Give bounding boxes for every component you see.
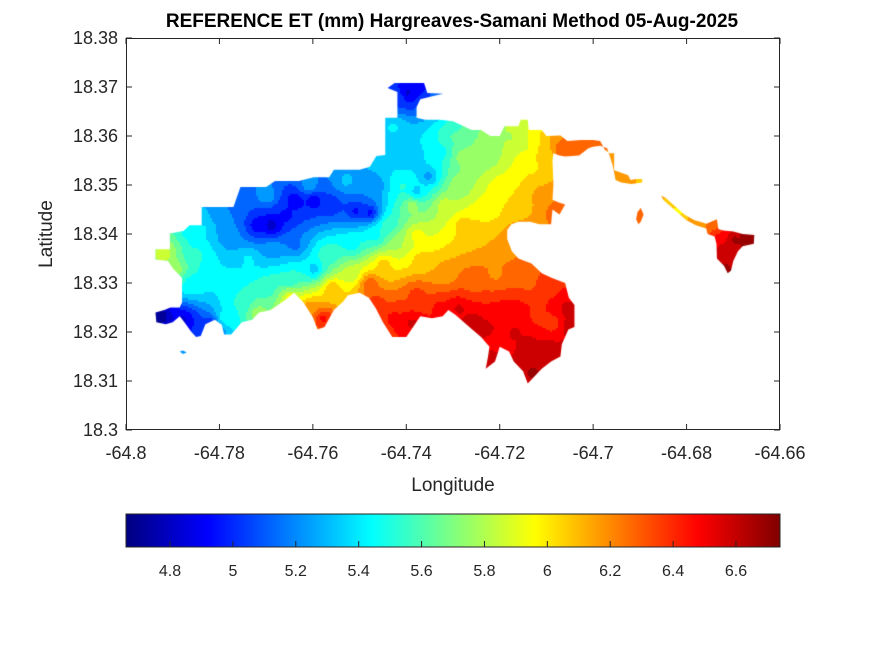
plot-area bbox=[126, 38, 780, 430]
y-tick-label: 18.34 bbox=[73, 224, 118, 244]
y-tick-label: 18.33 bbox=[73, 273, 118, 293]
y-tick-label: 18.31 bbox=[73, 371, 118, 391]
colorbar-tick-label: 6.2 bbox=[599, 563, 621, 580]
x-axis: -64.8 -64.78 -64.76 -64.74 -64.72 -64.7 -64.68… bbox=[105, 38, 806, 463]
colorbar-tick-label: 5.2 bbox=[285, 563, 307, 580]
colorbar-tick-label: 6.4 bbox=[662, 563, 684, 580]
colorbar-gradient bbox=[125, 513, 781, 548]
y-tick-label: 18.35 bbox=[73, 175, 118, 195]
y-tick-label: 18.38 bbox=[73, 28, 118, 48]
colorbar-tick-label: 4.8 bbox=[159, 563, 181, 580]
y-tick-label: 18.36 bbox=[73, 126, 118, 146]
x-tick-label: -64.8 bbox=[105, 443, 146, 463]
colorbar: 4.8 5 5.2 5.4 5.6 5.8 6 6.2 6.4 6.6 bbox=[125, 513, 781, 580]
x-tick-label: -64.72 bbox=[474, 443, 525, 463]
x-tick-label: -64.66 bbox=[754, 443, 805, 463]
y-tick-label: 18.37 bbox=[73, 77, 118, 97]
y-tick-label: 18.3 bbox=[83, 420, 118, 440]
y-axis: 18.3 18.31 18.32 18.33 18.34 18.35 18.36 18.37 1… bbox=[73, 28, 780, 440]
chart-title: REFERENCE ET (mm) Hargreaves-Samani Meth… bbox=[166, 11, 739, 32]
x-tick-label: -64.76 bbox=[287, 443, 338, 463]
x-tick-label: -64.7 bbox=[573, 443, 614, 463]
x-axis-label: Longitude bbox=[411, 475, 494, 496]
colorbar-tick-label: 5.6 bbox=[410, 563, 432, 580]
x-tick-label: -64.78 bbox=[194, 443, 245, 463]
y-axis-label: Latitude bbox=[36, 200, 57, 268]
contour-map bbox=[126, 38, 780, 430]
colorbar-tick-label: 6.6 bbox=[725, 563, 747, 580]
colorbar-tick-label: 5.4 bbox=[348, 563, 370, 580]
colorbar-tick-label: 5 bbox=[228, 563, 237, 580]
colorbar-tick-label: 5.8 bbox=[473, 563, 495, 580]
colorbar-ticks: 4.8 5 5.2 5.4 5.6 5.8 6 6.2 6.4 6.6 bbox=[159, 541, 747, 580]
x-tick-label: -64.68 bbox=[661, 443, 712, 463]
colorbar-tick-label: 6 bbox=[543, 563, 552, 580]
x-tick-label: -64.74 bbox=[381, 443, 432, 463]
y-tick-label: 18.32 bbox=[73, 322, 118, 342]
